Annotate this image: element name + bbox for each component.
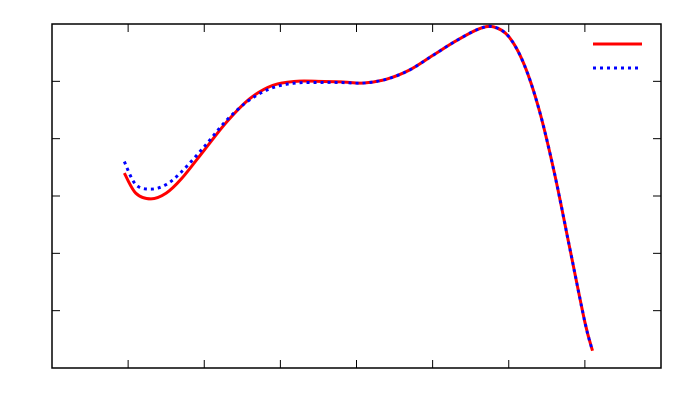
chart-series xyxy=(122,24,594,352)
axis-ticks xyxy=(52,24,661,368)
series-line-1 xyxy=(122,24,594,352)
series-line-2 xyxy=(122,24,594,352)
plot-frame xyxy=(51,23,662,369)
legend xyxy=(593,42,642,70)
